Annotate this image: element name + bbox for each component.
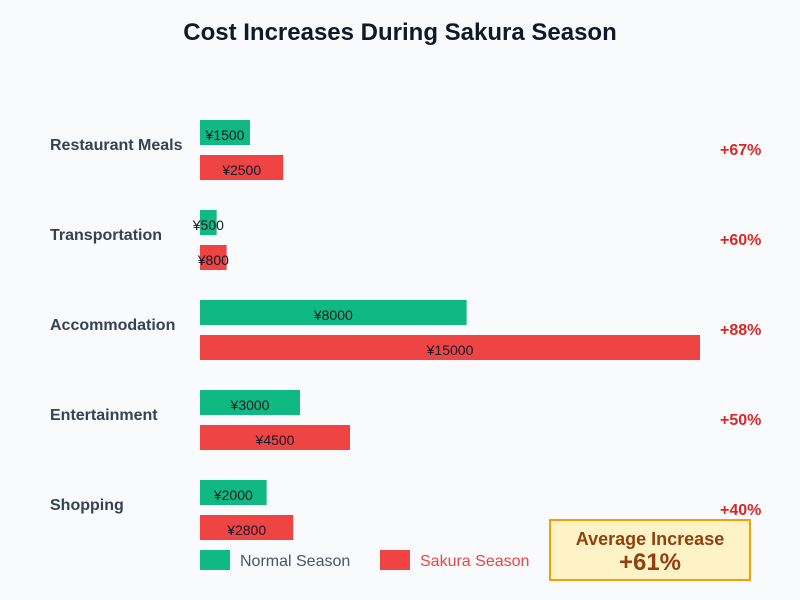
increase-label: +88%	[720, 322, 761, 339]
bar-value-label: ¥1500	[205, 127, 245, 143]
legend: Normal Season Sakura Season	[200, 550, 529, 570]
bar-normal	[200, 210, 217, 235]
bar-normal	[200, 300, 467, 325]
bar-value-label: ¥4500	[255, 432, 295, 448]
bar-sakura	[200, 245, 227, 270]
bar-value-label: ¥500	[192, 217, 224, 233]
summary-box-bg	[549, 519, 751, 581]
bar-value-label: ¥2800	[226, 522, 266, 538]
increase-label: +40%	[720, 502, 761, 519]
chart-title: Cost Increases During Sakura Season	[183, 19, 617, 46]
bar-value-label: ¥15000	[426, 342, 474, 358]
bar-normal	[200, 480, 267, 505]
legend-swatch-normal	[200, 550, 230, 570]
category-label: Entertainment	[50, 407, 158, 424]
category-label: Restaurant Meals	[50, 137, 183, 154]
category-label: Accommodation	[50, 317, 175, 334]
bar-value-label: ¥3000	[230, 397, 270, 413]
bar-sakura	[200, 335, 700, 360]
bar-sakura	[200, 515, 294, 540]
category-label: Transportation	[50, 227, 162, 244]
bar-value-label: ¥8000	[313, 307, 353, 323]
bar-value-label: ¥2000	[213, 487, 253, 503]
increase-label: +60%	[720, 232, 761, 249]
bar-sakura	[200, 155, 284, 180]
increase-label: +67%	[720, 142, 761, 159]
summary-box: Average Increase +61%	[549, 519, 751, 581]
bar-normal	[200, 120, 250, 145]
bar-sakura	[200, 425, 350, 450]
bar-value-label: ¥2500	[221, 162, 261, 178]
legend-label-sakura: Sakura Season	[420, 553, 529, 570]
category-label: Shopping	[50, 497, 124, 514]
bar-normal	[200, 390, 300, 415]
legend-label-normal: Normal Season	[240, 553, 350, 570]
summary-value: +61%	[619, 549, 681, 576]
increase-label: +50%	[720, 412, 761, 429]
summary-label: Average Increase	[576, 529, 724, 549]
legend-swatch-sakura	[380, 550, 410, 570]
bar-value-label: ¥800	[197, 252, 229, 268]
